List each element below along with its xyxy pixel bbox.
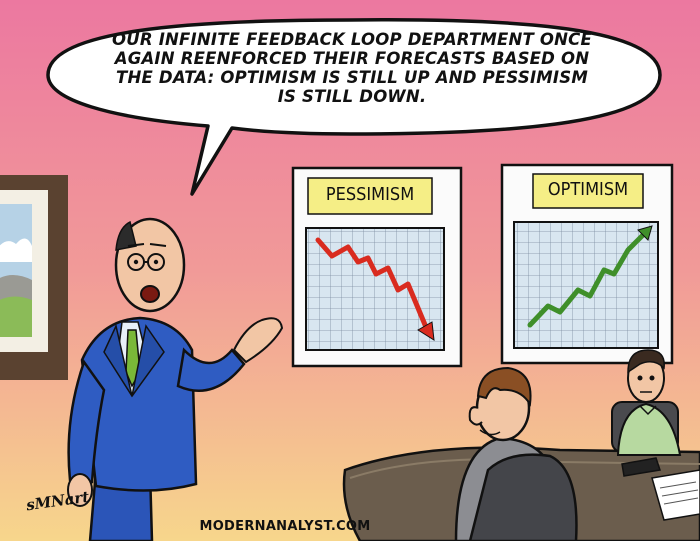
- speech-line-1: OUR INFINITE FEEDBACK LOOP DEPARTMENT ON…: [112, 30, 592, 49]
- optimism-label: OPTIMISM: [547, 179, 629, 200]
- paper-on-desk: [651, 469, 700, 521]
- speech-line-3: THE DATA: OPTIMISM IS STILL UP AND PESSI…: [116, 68, 588, 87]
- seated-man-center: [454, 366, 578, 541]
- optimism-trend-line: [527, 229, 649, 328]
- presenter-hand: [232, 317, 284, 364]
- presenter: [67, 217, 284, 541]
- speech-bubble: [46, 18, 662, 196]
- optimism-chart: [500, 163, 674, 365]
- speech-bubble-text: OUR INFINITE FEEDBACK LOOP DEPARTMENT ON…: [62, 30, 642, 106]
- speech-line-4: IS STILL DOWN.: [277, 87, 427, 106]
- pessimism-label: PESSIMISM: [325, 184, 415, 205]
- seated-man-right: [611, 349, 682, 456]
- phone-on-desk: [621, 457, 661, 477]
- credit-text: MODERNANALYST.COM: [199, 519, 371, 534]
- wall-picture: [0, 175, 68, 380]
- pessimism-chart: [291, 166, 463, 368]
- pessimism-trend-line: [315, 237, 431, 335]
- chair: [468, 453, 578, 541]
- speech-line-2: AGAIN REENFORCED THEIR FORECASTS BASED O…: [114, 49, 590, 68]
